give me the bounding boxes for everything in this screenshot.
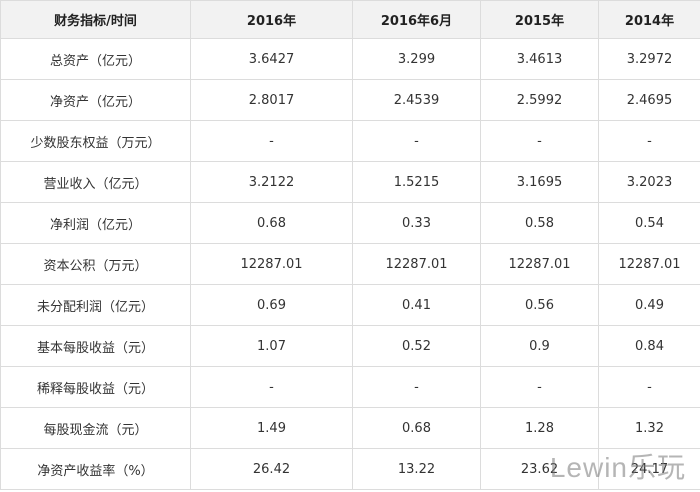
table-body: 总资产（亿元） 3.6427 3.299 3.4613 3.2972 净资产（亿元） 2.8… — [0, 38, 700, 490]
cell: 3.6427 — [190, 38, 353, 80]
row-label: 未分配利润（亿元） — [0, 284, 191, 326]
cell: 2.5992 — [480, 79, 599, 121]
cell: 2.4695 — [598, 79, 700, 121]
table-row: 未分配利润（亿元） 0.69 0.41 0.56 0.49 — [0, 284, 700, 326]
cell: - — [598, 120, 700, 162]
cell: 13.22 — [352, 448, 481, 490]
row-label: 资本公积（万元） — [0, 243, 191, 285]
cell: - — [480, 366, 599, 408]
row-label: 净资产（亿元） — [0, 79, 191, 121]
cell: - — [190, 120, 353, 162]
cell: 3.4613 — [480, 38, 599, 80]
cell: 1.28 — [480, 407, 599, 449]
header-cell: 2014年 — [598, 0, 700, 39]
cell: 0.68 — [352, 407, 481, 449]
row-label: 总资产（亿元） — [0, 38, 191, 80]
table-row: 总资产（亿元） 3.6427 3.299 3.4613 3.2972 — [0, 38, 700, 80]
cell: - — [480, 120, 599, 162]
cell: 2.8017 — [190, 79, 353, 121]
cell: 0.84 — [598, 325, 700, 367]
cell: - — [352, 366, 481, 408]
cell: - — [352, 120, 481, 162]
table-row: 净资产（亿元） 2.8017 2.4539 2.5992 2.4695 — [0, 79, 700, 121]
header-cell: 2016年6月 — [352, 0, 481, 39]
cell: 0.58 — [480, 202, 599, 244]
cell: 0.41 — [352, 284, 481, 326]
cell: 0.9 — [480, 325, 599, 367]
table-row: 基本每股收益（元） 1.07 0.52 0.9 0.84 — [0, 325, 700, 367]
header-cell: 2015年 — [480, 0, 599, 39]
cell: 3.2122 — [190, 161, 353, 203]
cell: 23.62 — [480, 448, 599, 490]
row-label: 基本每股收益（元） — [0, 325, 191, 367]
cell: 3.2972 — [598, 38, 700, 80]
cell: 1.07 — [190, 325, 353, 367]
table-row: 稀释每股收益（元） - - - - — [0, 366, 700, 408]
cell: - — [190, 366, 353, 408]
row-label: 稀释每股收益（元） — [0, 366, 191, 408]
table-row: 净利润（亿元） 0.68 0.33 0.58 0.54 — [0, 202, 700, 244]
cell: 2.4539 — [352, 79, 481, 121]
cell: 12287.01 — [480, 243, 599, 285]
watermark: Lewin乐玩 — [549, 452, 686, 483]
cell: 12287.01 — [352, 243, 481, 285]
cell: 0.49 — [598, 284, 700, 326]
header-cell: 2016年 — [190, 0, 353, 39]
table-row: 少数股东权益（万元） - - - - — [0, 120, 700, 162]
row-label: 净资产收益率（%） — [0, 448, 191, 490]
header-cell: 财务指标/时间 — [0, 0, 191, 39]
cell: 3.2023 — [598, 161, 700, 203]
table-row: 资本公积（万元） 12287.01 12287.01 12287.01 12287.01 — [0, 243, 700, 285]
cell: 12287.01 — [598, 243, 700, 285]
table-row: 净资产收益率（%） 26.42 13.22 23.62 24.17 — [0, 448, 700, 490]
cell: 0.54 — [598, 202, 700, 244]
header-row: 财务指标/时间 2016年 2016年6月 2015年 2014年 — [0, 0, 700, 39]
row-label: 每股现金流（元） — [0, 407, 191, 449]
cell: 0.56 — [480, 284, 599, 326]
cell: 12287.01 — [190, 243, 353, 285]
cell: 1.49 — [190, 407, 353, 449]
cell: 1.32 — [598, 407, 700, 449]
cell: 0.52 — [352, 325, 481, 367]
row-label: 少数股东权益（万元） — [0, 120, 191, 162]
table-row: 每股现金流（元） 1.49 0.68 1.28 1.32 — [0, 407, 700, 449]
cell: 3.299 — [352, 38, 481, 80]
row-label: 营业收入（亿元） — [0, 161, 191, 203]
cell: 0.33 — [352, 202, 481, 244]
cell: 1.5215 — [352, 161, 481, 203]
cell: 0.68 — [190, 202, 353, 244]
cell: 26.42 — [190, 448, 353, 490]
row-label: 净利润（亿元） — [0, 202, 191, 244]
cell: 3.1695 — [480, 161, 599, 203]
table-row: 营业收入（亿元） 3.2122 1.5215 3.1695 3.2023 — [0, 161, 700, 203]
cell: - — [598, 366, 700, 408]
cell: 0.69 — [190, 284, 353, 326]
